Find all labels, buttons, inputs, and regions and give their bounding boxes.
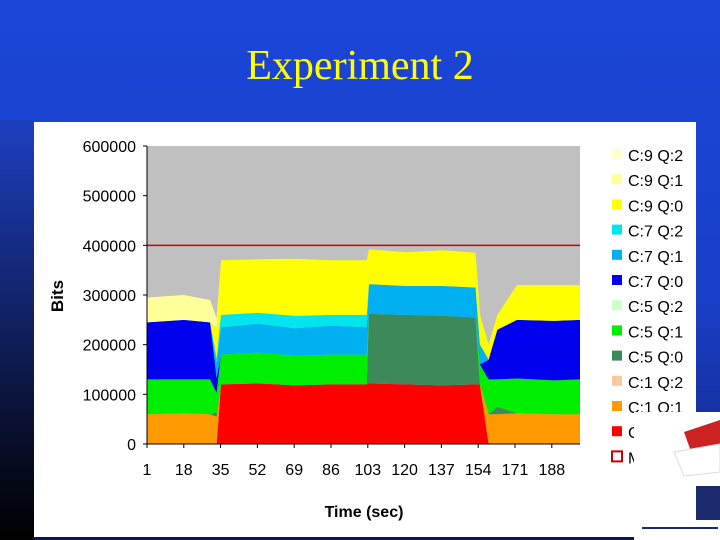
legend-label: C:5 Q:2 (628, 299, 683, 316)
x-tick-label: 1 (143, 462, 152, 479)
legend-label: C:9 Q:2 (628, 148, 683, 165)
legend-swatch (612, 300, 622, 311)
legend-label: C:9 Q:1 (628, 173, 683, 190)
area-series-7 (147, 313, 580, 393)
legend-swatch (612, 149, 622, 159)
legend-label: C:7 Q:1 (628, 249, 683, 266)
company-logo (634, 412, 720, 540)
slide-left-gradient-strip (0, 120, 34, 540)
area-series-1 (147, 383, 580, 444)
area-series-8 (147, 284, 580, 378)
legend-swatch (612, 249, 622, 260)
legend-swatch (612, 199, 622, 210)
x-tick-label: 137 (428, 462, 455, 479)
y-tick-label: 500000 (83, 189, 136, 206)
legend-label: C:9 Q:0 (628, 198, 683, 215)
y-axis-label: Bits (48, 280, 67, 312)
legend-swatch (612, 275, 622, 285)
area-series-4 (147, 313, 580, 417)
legend-swatch (612, 426, 622, 437)
chart-panel: Bits Time (sec) 0 100000 200000 300000 40000… (34, 122, 696, 537)
legend-swatch (612, 350, 622, 361)
legend-swatch (612, 401, 622, 411)
area-series-2 (147, 383, 580, 444)
legend-swatch (611, 450, 623, 463)
x-tick-label: 154 (465, 462, 492, 479)
legend-swatch (612, 325, 622, 336)
legend-swatch (612, 224, 622, 235)
x-tick-label: 86 (322, 462, 340, 479)
stacked-area-chart: Bits Time (sec) 0 100000 200000 300000 40000… (48, 139, 683, 521)
x-tick-label: 52 (249, 462, 267, 479)
y-tick-label: 100000 (83, 387, 136, 404)
legend-swatch (612, 375, 622, 386)
x-tick-label: 120 (391, 462, 418, 479)
x-tick-label: 103 (354, 462, 381, 479)
legend-label: C:7 Q:2 (628, 224, 683, 241)
legend-label: C:5 Q:0 (628, 350, 683, 367)
legend-label: C:1 Q:2 (628, 375, 683, 392)
x-tick-label: 18 (175, 462, 193, 479)
legend-label: C:5 Q:1 (628, 324, 683, 341)
y-tick-label: 400000 (83, 238, 136, 255)
y-tick-label: 300000 (83, 288, 136, 305)
legend-swatch (612, 174, 622, 185)
x-tick-label: 188 (538, 462, 565, 479)
x-tick-label: 69 (285, 462, 303, 479)
legend-label: C:7 Q:0 (628, 274, 683, 291)
x-tick-label: 171 (502, 462, 529, 479)
x-tick-label: 35 (212, 462, 230, 479)
y-tick-label: 0 (127, 437, 136, 454)
area-series-10 (147, 249, 580, 360)
area-series-9 (147, 284, 580, 364)
slide-title: Experiment 2 (246, 43, 474, 89)
y-tick-label: 200000 (83, 338, 136, 355)
x-axis-label: Time (sec) (325, 504, 404, 521)
y-tick-label: 600000 (83, 139, 136, 156)
area-series-5 (147, 313, 580, 415)
